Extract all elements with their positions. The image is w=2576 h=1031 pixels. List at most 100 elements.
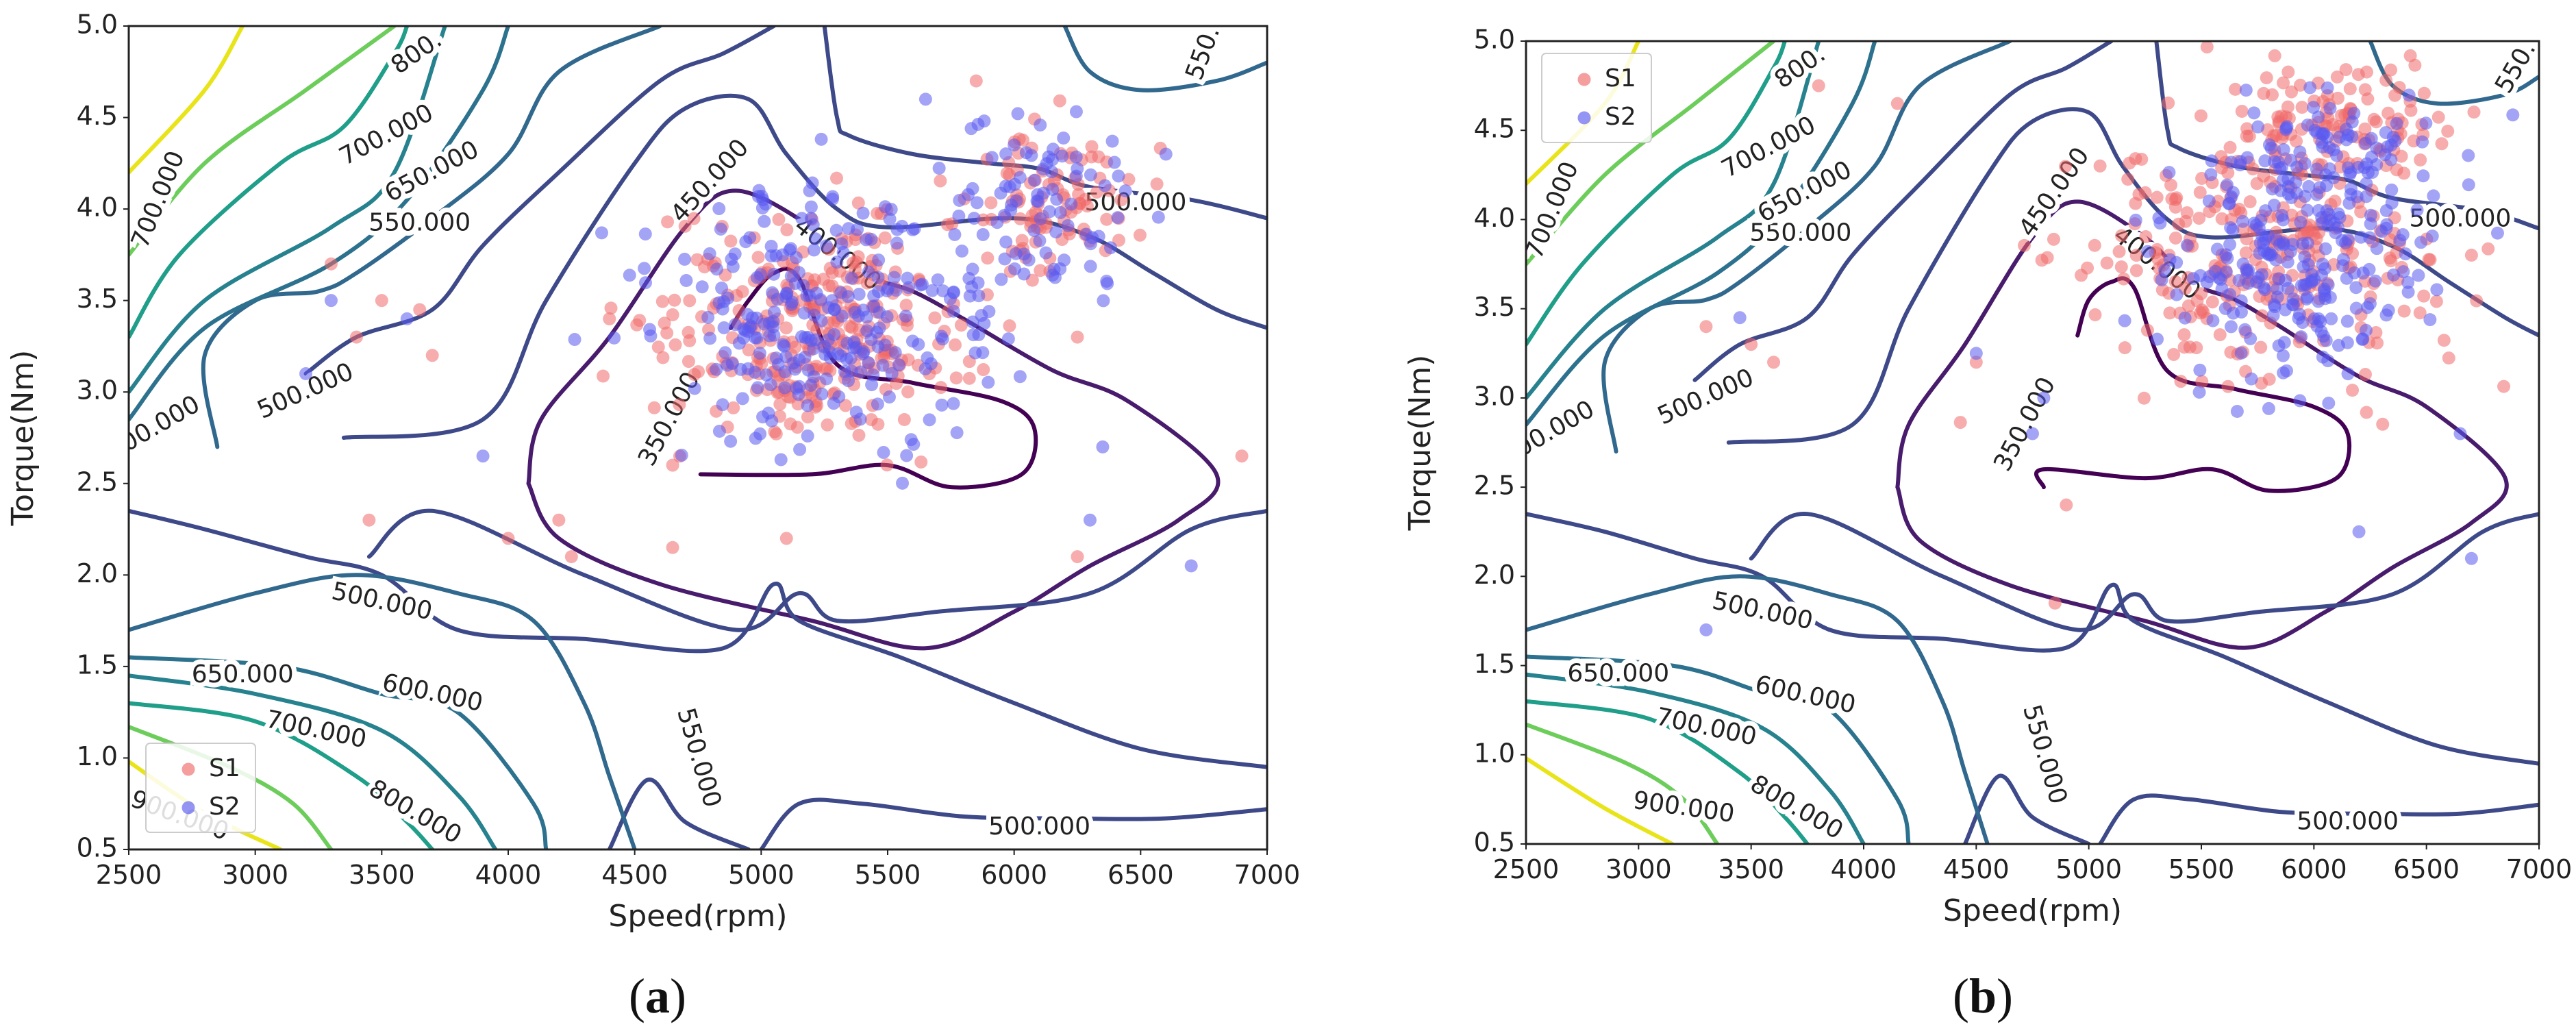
- data-point-S2: [1184, 559, 1198, 573]
- data-point-S1: [2215, 161, 2229, 175]
- data-point-S2: [716, 398, 729, 412]
- data-point-S1: [2269, 129, 2283, 142]
- data-point-S1: [2262, 373, 2276, 386]
- data-point-S2: [1034, 212, 1047, 225]
- data-point-S2: [2347, 266, 2361, 280]
- data-point-S2: [872, 253, 886, 267]
- data-point-S2: [639, 276, 653, 290]
- data-point-S2: [721, 358, 734, 372]
- data-point-S2: [778, 365, 792, 379]
- data-point-S1: [2118, 341, 2131, 355]
- data-point-S2: [985, 151, 999, 164]
- data-point-S2: [2247, 106, 2261, 120]
- data-point-S2: [2390, 116, 2403, 130]
- data-point-S2: [936, 284, 950, 298]
- data-point-S1: [501, 532, 515, 545]
- data-point-S2: [2419, 116, 2433, 130]
- data-point-S2: [934, 330, 948, 343]
- contour-label: 700.000: [1653, 703, 1759, 751]
- data-point-S1: [2343, 82, 2357, 96]
- data-point-S2: [2298, 190, 2312, 203]
- data-point-S1: [864, 413, 878, 427]
- data-point-S2: [2266, 182, 2279, 196]
- data-point-S1: [2358, 368, 2372, 382]
- y-tick-label: 3.5: [77, 284, 118, 314]
- data-point-S1: [2381, 106, 2395, 120]
- data-point-S2: [476, 449, 490, 463]
- data-point-S2: [950, 426, 964, 440]
- data-point-S1: [673, 398, 686, 412]
- data-point-S1: [2464, 249, 2478, 262]
- data-point-S2: [710, 362, 723, 376]
- data-point-S2: [2223, 238, 2237, 251]
- data-point-S2: [712, 424, 726, 438]
- data-point-S2: [827, 327, 841, 341]
- data-point-S2: [2318, 242, 2332, 256]
- data-point-S1: [2442, 351, 2455, 365]
- data-point-S2: [758, 214, 771, 228]
- data-point-S2: [809, 333, 823, 347]
- y-tick-label: 4.5: [1474, 114, 1515, 144]
- legend-label-S2: S2: [209, 793, 240, 821]
- data-point-S2: [2490, 226, 2504, 240]
- data-point-S2: [1092, 229, 1105, 243]
- data-point-S2: [2277, 143, 2290, 157]
- y-tick-label: 3.5: [1474, 292, 1515, 322]
- contour-line-500: [607, 778, 751, 849]
- data-point-S1: [899, 299, 913, 312]
- data-point-S2: [778, 381, 792, 395]
- contour-line-550: [1062, 26, 1267, 92]
- y-tick-label: 4.5: [77, 101, 118, 131]
- data-point-S2: [2240, 151, 2254, 164]
- x-tick-label: 4500: [1943, 854, 2010, 884]
- data-point-S2: [2341, 161, 2355, 175]
- data-point-S2: [749, 432, 762, 445]
- data-point-S2: [932, 162, 946, 175]
- data-point-S2: [2284, 191, 2298, 205]
- y-tick-label: 2.5: [1474, 471, 1515, 501]
- data-point-S2: [2427, 189, 2440, 203]
- data-point-S2: [1003, 180, 1016, 194]
- data-point-S2: [712, 202, 726, 216]
- data-point-S2: [2221, 251, 2234, 265]
- data-point-S2: [2336, 253, 2350, 266]
- data-point-S2: [2224, 320, 2238, 334]
- data-point-S2: [324, 294, 338, 308]
- data-point-S2: [998, 252, 1012, 266]
- data-point-S1: [984, 196, 998, 210]
- data-point-S1: [1122, 173, 1136, 186]
- data-point-S2: [981, 375, 995, 389]
- data-point-S2: [953, 193, 966, 207]
- data-point-S1: [1969, 356, 1983, 369]
- data-point-S1: [2339, 63, 2353, 77]
- contour-line-500: [759, 797, 1267, 849]
- data-point-S2: [2226, 223, 2240, 237]
- data-point-S1: [790, 421, 804, 434]
- contour-label: 550.000: [671, 705, 726, 810]
- x-tick-label: 3500: [349, 860, 415, 890]
- data-point-S2: [2266, 308, 2280, 322]
- x-tick-label: 2500: [1493, 854, 1560, 884]
- data-point-S1: [2295, 101, 2309, 114]
- contour-label: 500.000: [1653, 364, 1758, 431]
- data-point-S2: [2276, 236, 2290, 249]
- data-point-S2: [2293, 145, 2307, 159]
- contour-label: 900.000: [1631, 786, 1736, 828]
- data-point-S1: [2257, 86, 2271, 100]
- data-point-S1: [2115, 229, 2129, 243]
- data-point-S2: [1112, 169, 1125, 183]
- data-point-S1: [2390, 163, 2403, 177]
- data-point-S2: [2241, 276, 2255, 290]
- data-point-S2: [1101, 277, 1114, 290]
- data-point-S1: [2193, 186, 2207, 199]
- data-point-S1: [2435, 137, 2449, 151]
- contour-label: 550.: [1180, 23, 1225, 84]
- data-point-S2: [764, 378, 777, 392]
- data-point-S2: [1008, 138, 1021, 152]
- data-point-S1: [2163, 306, 2177, 320]
- data-point-S2: [2462, 178, 2475, 192]
- data-point-S2: [2258, 154, 2272, 168]
- data-point-S1: [678, 219, 692, 233]
- data-point-S1: [934, 381, 948, 395]
